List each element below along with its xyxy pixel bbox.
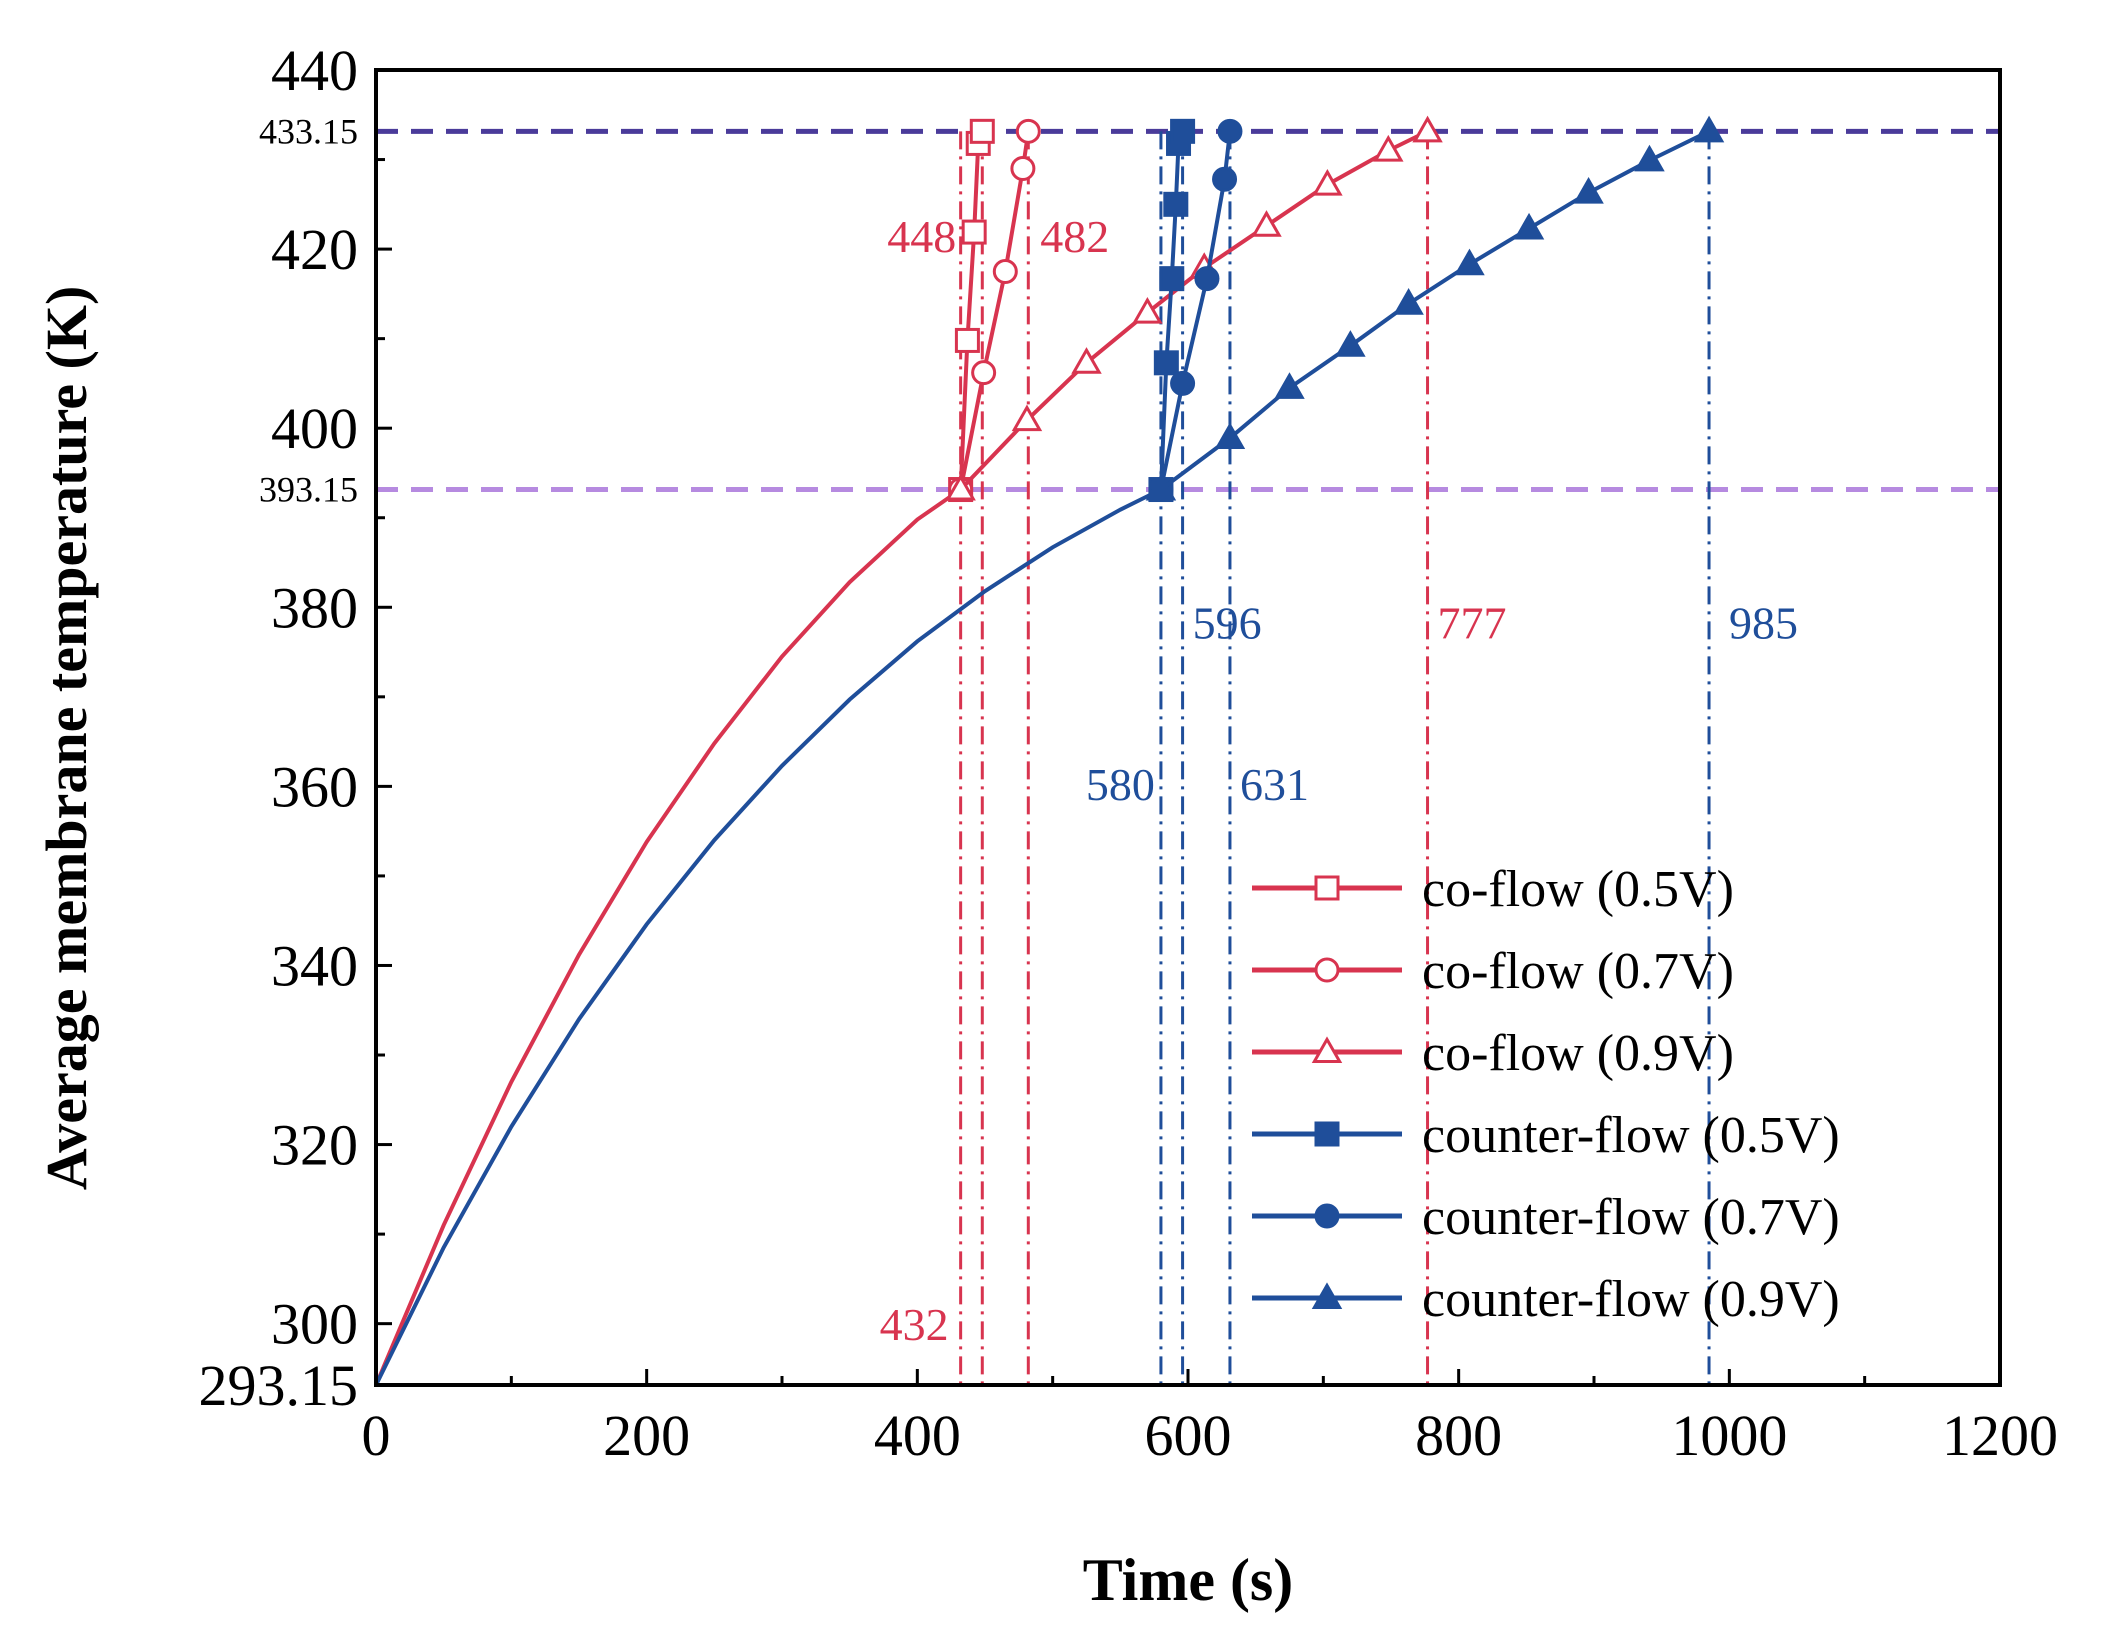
vline-label-777: 777 [1438, 598, 1507, 649]
legend-item-co-flow-0-7v: co-flow (0.7V) [1252, 943, 1734, 1000]
data-point [1412, 115, 1443, 143]
y-tick-label: 360 [271, 754, 358, 819]
x-axis-title: Time (s) [1083, 1547, 1294, 1613]
y-tick-label: 420 [271, 217, 358, 282]
co-flow-approach [374, 487, 962, 1386]
counter-flow-approach [374, 487, 1162, 1386]
legend-item-counter-flow-0-5v: counter-flow (0.5V) [1252, 1107, 1840, 1164]
data-point [1132, 296, 1163, 324]
data-point [1634, 144, 1665, 172]
y-tick-label: 300 [271, 1292, 358, 1357]
y-tick-label: 380 [271, 575, 358, 640]
data-point [1312, 168, 1343, 196]
data-point [1163, 191, 1189, 217]
vline-label-448: 448 [887, 211, 956, 262]
data-point [1153, 350, 1179, 376]
data-point [1513, 212, 1545, 240]
legend-label: counter-flow (0.5V) [1422, 1107, 1840, 1164]
x-tick-label: 800 [1415, 1403, 1502, 1468]
data-point [945, 473, 976, 501]
data-point [1373, 134, 1404, 162]
y-axis-title: Average membrane temperature (K) [34, 286, 99, 1191]
series-counter-flow-0-5v [1148, 118, 1196, 503]
vline-label-432: 432 [880, 1299, 949, 1350]
series-counter-flow-0-9v [1145, 115, 1725, 501]
data-point [1693, 115, 1725, 143]
data-point [971, 360, 997, 386]
data-point [1573, 177, 1604, 204]
y-tick-label: 400 [271, 396, 358, 461]
vline-label-985: 985 [1729, 598, 1798, 649]
x-tick-label: 600 [1145, 1403, 1232, 1468]
data-point [969, 118, 995, 144]
data-point [1251, 210, 1282, 237]
data-point [1170, 118, 1196, 144]
plot-frame [374, 68, 2002, 1387]
legend-marker [1314, 875, 1340, 901]
legend-label: co-flow (0.5V) [1422, 861, 1734, 918]
series-line-counter-flow-0-9v [1159, 129, 1710, 492]
x-tick-label: 1200 [1942, 1403, 2058, 1468]
legend-marker [1314, 1203, 1340, 1229]
series-line-co-flow-0-9v [959, 129, 1429, 491]
x-tick-label: 0 [362, 1403, 391, 1468]
y-tick-label: 293.15 [199, 1353, 359, 1418]
data-point [1212, 166, 1238, 192]
y-tick-label: 320 [271, 1113, 358, 1178]
vline-label-631: 631 [1240, 759, 1309, 810]
y-tick-label: 393.15 [259, 470, 358, 510]
data-point [961, 219, 987, 245]
vline-label-580: 580 [1086, 759, 1155, 810]
legend-label: counter-flow (0.9V) [1422, 1271, 1840, 1328]
data-point [992, 258, 1018, 284]
legend-label: counter-flow (0.7V) [1422, 1189, 1840, 1246]
data-point [1214, 422, 1246, 450]
vline-label-482: 482 [1040, 211, 1109, 262]
vline-label-596: 596 [1193, 598, 1262, 649]
legend-marker [1311, 1036, 1343, 1063]
x-tick-label: 200 [603, 1403, 690, 1468]
series-group [945, 115, 1725, 503]
legend-item-co-flow-0-5v: co-flow (0.5V) [1252, 861, 1734, 918]
legend-item-counter-flow-0-9v: counter-flow (0.9V) [1252, 1271, 1840, 1328]
marker-labels: 432 448 482 580 596 631 777 985 [880, 211, 1798, 1350]
data-point [1454, 248, 1485, 276]
legend-marker [1314, 1121, 1340, 1147]
legend-item-co-flow-0-9v: co-flow (0.9V) [1252, 1025, 1734, 1082]
x-tick-label: 400 [874, 1403, 961, 1468]
series-co-flow-0-5v [948, 118, 995, 503]
data-point [1071, 347, 1102, 374]
legend-label: co-flow (0.9V) [1422, 1025, 1734, 1082]
data-point [954, 327, 980, 353]
data-point [1170, 370, 1196, 396]
data-point [1194, 266, 1220, 292]
approach-curves [374, 487, 1162, 1386]
legend-marker [1314, 957, 1340, 983]
legend-item-counter-flow-0-7v: counter-flow (0.7V) [1252, 1189, 1840, 1246]
data-point [1015, 118, 1041, 144]
legend-label: co-flow (0.7V) [1422, 943, 1734, 1000]
data-point [1335, 330, 1366, 357]
data-point [1217, 118, 1243, 144]
data-point [1145, 473, 1177, 501]
x-tick-label: 1000 [1671, 1403, 1787, 1468]
legend: co-flow (0.5V) co-flow (0.7V) co-flow (0.9… [1252, 861, 1840, 1328]
data-point [1159, 266, 1185, 292]
y-tick-label: 433.15 [259, 111, 358, 151]
y-tick-label: 340 [271, 933, 358, 998]
legend-marker [1311, 1282, 1343, 1309]
data-point [1010, 156, 1036, 182]
data-point [1011, 404, 1043, 432]
data-point [1393, 288, 1424, 315]
data-point [1274, 372, 1305, 399]
y-tick-label: 440 [271, 38, 358, 103]
